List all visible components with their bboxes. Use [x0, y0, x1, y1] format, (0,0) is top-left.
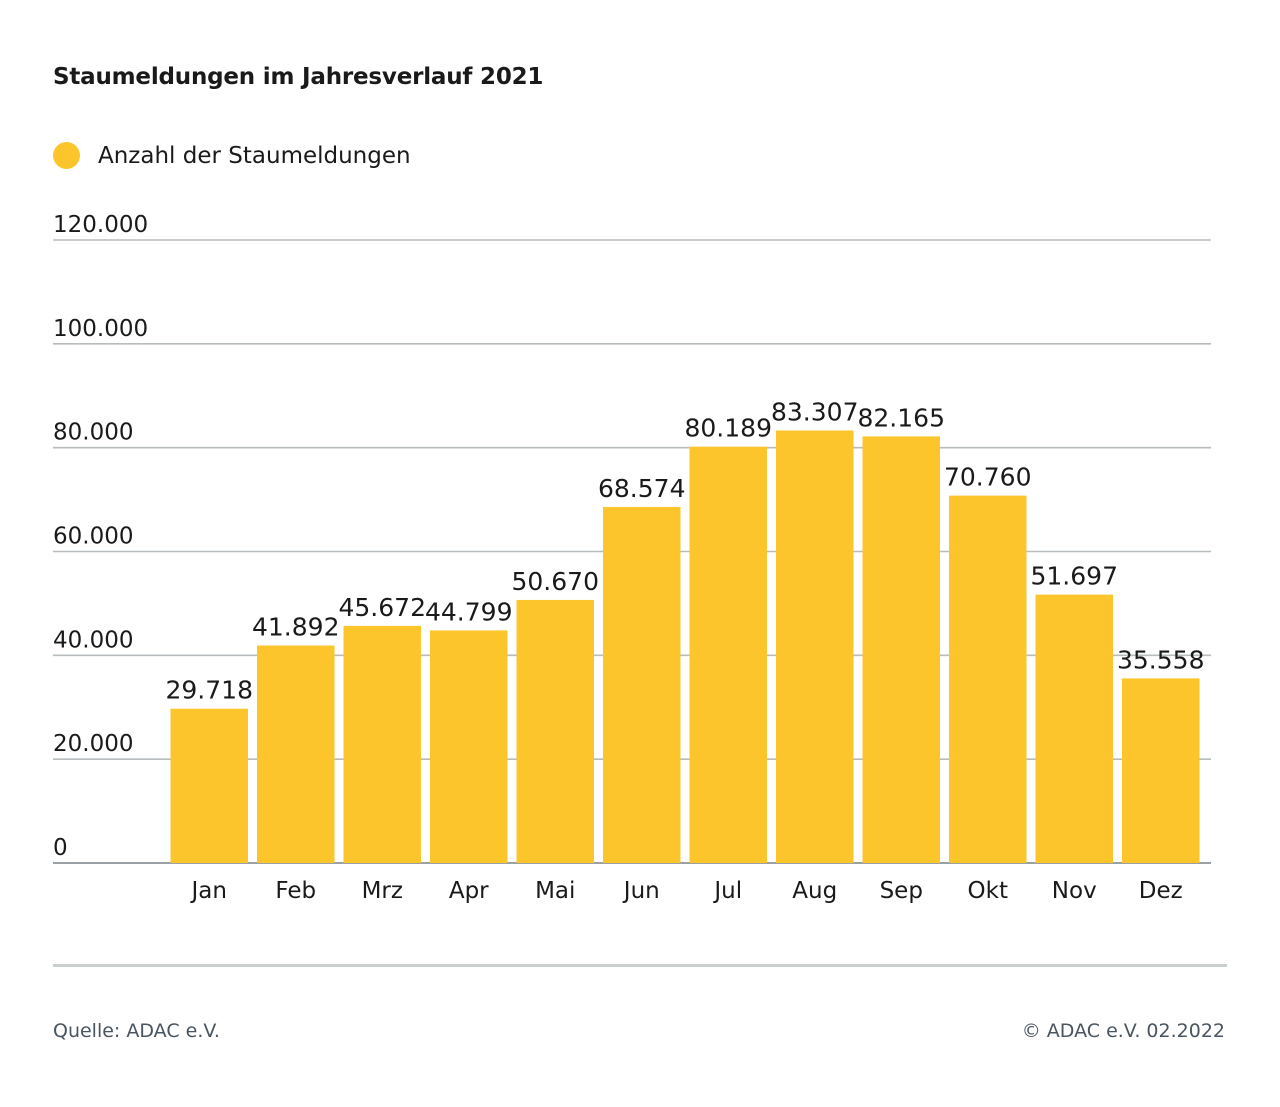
- bar: [343, 625, 421, 863]
- y-tick-label: 80.000: [53, 420, 133, 446]
- data-label: 82.165: [858, 403, 945, 432]
- source-note: Quelle: ADAC e.V.: [53, 1020, 220, 1042]
- data-label: 83.307: [771, 397, 858, 426]
- bar: [430, 630, 508, 863]
- data-label: 50.670: [512, 567, 599, 596]
- data-label: 70.760: [944, 463, 1031, 492]
- data-label: 35.558: [1117, 645, 1204, 674]
- bar: [1122, 678, 1200, 863]
- copyright-note: © ADAC e.V. 02.2022: [1021, 1020, 1225, 1042]
- legend: Anzahl der Staumeldungen: [53, 142, 411, 169]
- x-tick-label: Okt: [968, 878, 1008, 904]
- y-tick-label: 100.000: [53, 316, 148, 342]
- bar: [516, 599, 594, 863]
- y-tick-label: 40.000: [53, 627, 133, 653]
- data-label: 29.718: [166, 676, 253, 705]
- data-label: 51.697: [1031, 562, 1118, 591]
- bar: [170, 708, 248, 863]
- legend-label: Anzahl der Staumeldungen: [98, 142, 411, 169]
- y-tick-label: 20.000: [53, 731, 133, 757]
- footer-divider: [53, 964, 1227, 967]
- bar: [949, 495, 1027, 863]
- x-tick-label: Jun: [622, 878, 660, 904]
- x-tick-label: Nov: [1052, 878, 1097, 904]
- bar: [776, 430, 854, 863]
- chart-title: Staumeldungen im Jahresverlauf 2021: [53, 64, 544, 90]
- x-tick-label: Feb: [275, 878, 316, 904]
- data-label: 80.189: [685, 414, 772, 443]
- bar: [689, 446, 767, 863]
- x-tick-label: Mrz: [362, 878, 403, 904]
- x-tick-label: Dez: [1139, 878, 1183, 904]
- data-label: 41.892: [252, 613, 339, 642]
- bar-chart: 0 20.000 40.000 60.000 80.000 100.000 120.000 2…: [53, 212, 1211, 904]
- legend-swatch-icon: [53, 142, 80, 169]
- data-label: 45.672: [339, 593, 426, 622]
- y-tick-label: 0: [53, 835, 68, 861]
- bar: [257, 645, 335, 863]
- x-tick-label: Jan: [190, 878, 227, 904]
- y-tick-label: 60.000: [53, 524, 133, 550]
- x-tick-label: Apr: [449, 878, 489, 904]
- x-tick-label: Mai: [535, 878, 575, 904]
- x-tick-label: Aug: [792, 878, 837, 904]
- bar: [862, 436, 940, 863]
- data-label: 44.799: [425, 597, 512, 626]
- data-label: 68.574: [598, 474, 685, 503]
- x-tick-label: Sep: [880, 878, 923, 904]
- x-tick-label: Jul: [712, 878, 742, 904]
- bar: [1035, 594, 1113, 863]
- bar: [603, 506, 681, 863]
- y-tick-label: 120.000: [53, 212, 148, 238]
